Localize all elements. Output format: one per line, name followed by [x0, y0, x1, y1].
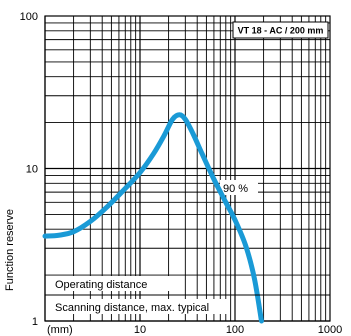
percent-label-bg: [220, 180, 258, 195]
model-label-box: [232, 21, 329, 39]
x-tick-label: 100: [226, 324, 244, 336]
y-tick-label: 10: [26, 164, 38, 176]
series-line: [42, 112, 264, 324]
x-tick-label: 10: [134, 324, 146, 336]
tick-labels: 1 10 100 (mm) 10 100 1000: [20, 11, 343, 336]
operating-label-bg: [52, 276, 170, 291]
y-axis-label: Function reserve: [4, 209, 16, 291]
grid: [44, 15, 331, 322]
plot-frame: [44, 15, 331, 322]
series: [42, 112, 264, 324]
percent-label: 90 %: [223, 183, 248, 195]
x-tick-label: 1000: [318, 324, 342, 336]
operating-distance-label: Operating distance: [55, 279, 147, 291]
x-tick-label: (mm): [47, 324, 73, 336]
y-tick-label: 100: [20, 11, 38, 23]
model-label: VT 18 - AC / 200 mm: [238, 26, 324, 36]
y-tick-label: 1: [32, 316, 38, 328]
scanning-distance-label: Scanning distance, max. typical: [55, 302, 209, 314]
scanning-label-bg: [52, 299, 230, 314]
